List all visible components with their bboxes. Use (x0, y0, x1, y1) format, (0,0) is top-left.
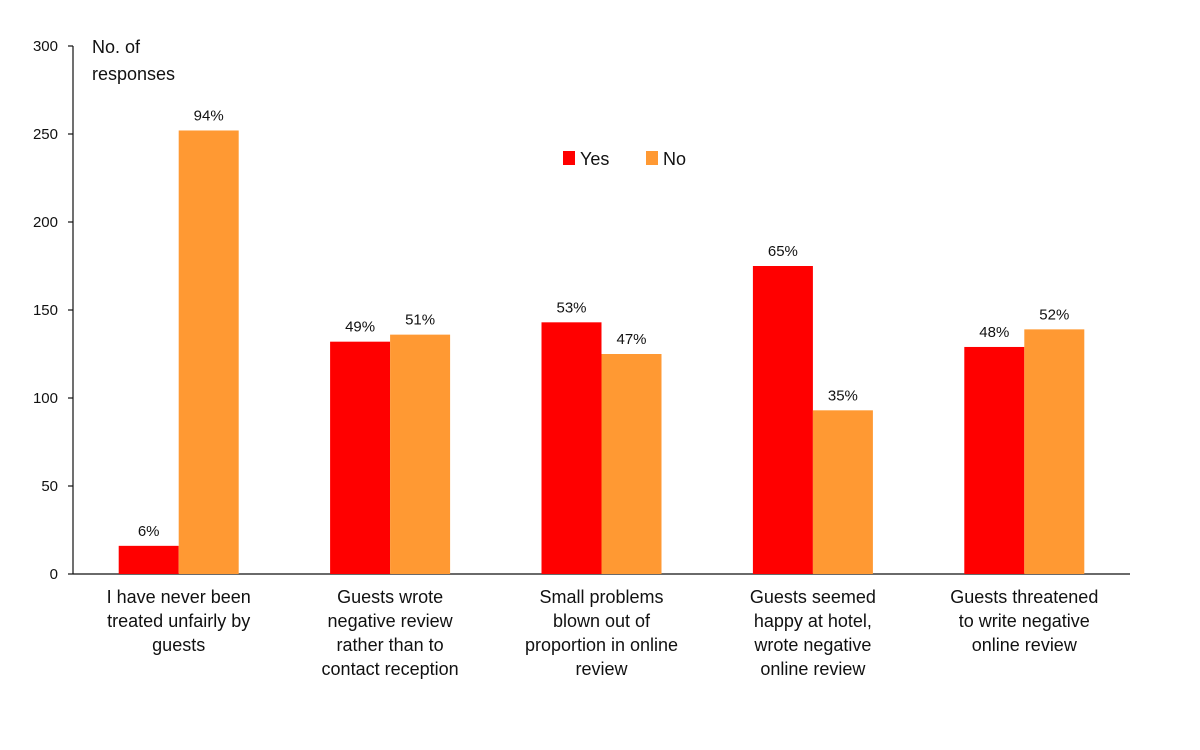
x-category-label-line: online review (760, 659, 866, 679)
x-category-label-line: Guests wrote (337, 587, 443, 607)
x-category-label-line: online review (972, 635, 1078, 655)
x-axis-category-labels: I have never been treated unfairly by gues… (107, 587, 1099, 679)
data-label-no: 52% (1039, 306, 1069, 323)
bar-no (812, 410, 873, 574)
y-tick-label: 300 (33, 38, 58, 55)
y-tick-label: 150 (33, 302, 58, 319)
legend-label-yes: Yes (580, 149, 609, 169)
bar-yes (118, 545, 179, 574)
data-label-no: 35% (828, 387, 858, 404)
x-category-label-line: review (575, 659, 628, 679)
x-category-label-line: contact reception (322, 659, 459, 679)
x-category-label-line: rather than to (337, 635, 444, 655)
bar-yes (752, 266, 813, 574)
x-category-label: Small problems blown out of proportion in … (525, 587, 678, 679)
bar-no (178, 130, 239, 575)
legend-swatch-no (646, 151, 658, 165)
y-axis-label-line-1: No. of (92, 37, 141, 57)
y-tick-label: 50 (41, 478, 58, 495)
y-axis-label: No. of responses (92, 37, 175, 84)
bar-no (601, 354, 662, 574)
x-category-label: Guests seemed happy at hotel, wrote negati… (750, 587, 876, 679)
y-axis-ticks: 0 50 100 150 200 250 300 (33, 38, 73, 583)
data-label-no: 47% (616, 331, 646, 348)
legend-swatch-yes (563, 151, 575, 165)
x-category-label: Guests wrote negative review rather than t… (322, 587, 459, 679)
y-tick-label: 250 (33, 126, 58, 143)
bar-yes (330, 341, 391, 574)
x-category-label-line: wrote negative (753, 635, 871, 655)
x-category-label-line: Small problems (539, 587, 663, 607)
bar-no (390, 334, 451, 574)
data-label-yes: 49% (345, 319, 375, 336)
x-category-label-line: I have never been (107, 587, 251, 607)
data-labels: 6% 94% 49% 51% 53% 47% 65% 35% 48% 52% (138, 107, 1069, 539)
legend-label-no: No (663, 149, 686, 169)
y-tick-label: 200 (33, 214, 58, 231)
x-category-label-line: Guests threatened (950, 587, 1098, 607)
data-label-yes: 65% (768, 243, 798, 260)
bar-no (1024, 329, 1085, 574)
y-axis-label-line-2: responses (92, 64, 175, 84)
y-tick-label: 0 (50, 566, 58, 583)
legend: Yes No (563, 149, 686, 169)
x-category-label-line: happy at hotel, (754, 611, 872, 631)
x-category-label: Guests threatened to write negative online… (950, 587, 1098, 655)
data-label-yes: 48% (979, 324, 1009, 341)
x-category-label: I have never been treated unfairly by gues… (107, 587, 251, 655)
bars (118, 130, 1085, 575)
x-category-label-line: treated unfairly by (107, 611, 250, 631)
x-category-label-line: blown out of (553, 611, 651, 631)
x-category-label-line: to write negative (959, 611, 1090, 631)
x-category-label-line: negative review (328, 611, 454, 631)
bar-yes (541, 322, 602, 574)
x-category-label-line: guests (152, 635, 205, 655)
data-label-no: 94% (194, 107, 224, 124)
x-category-label-line: Guests seemed (750, 587, 876, 607)
data-label-yes: 6% (138, 523, 160, 540)
y-tick-label: 100 (33, 390, 58, 407)
data-label-yes: 53% (556, 299, 586, 316)
data-label-no: 51% (405, 312, 435, 329)
bar-yes (964, 346, 1025, 574)
x-category-label-line: proportion in online (525, 635, 678, 655)
